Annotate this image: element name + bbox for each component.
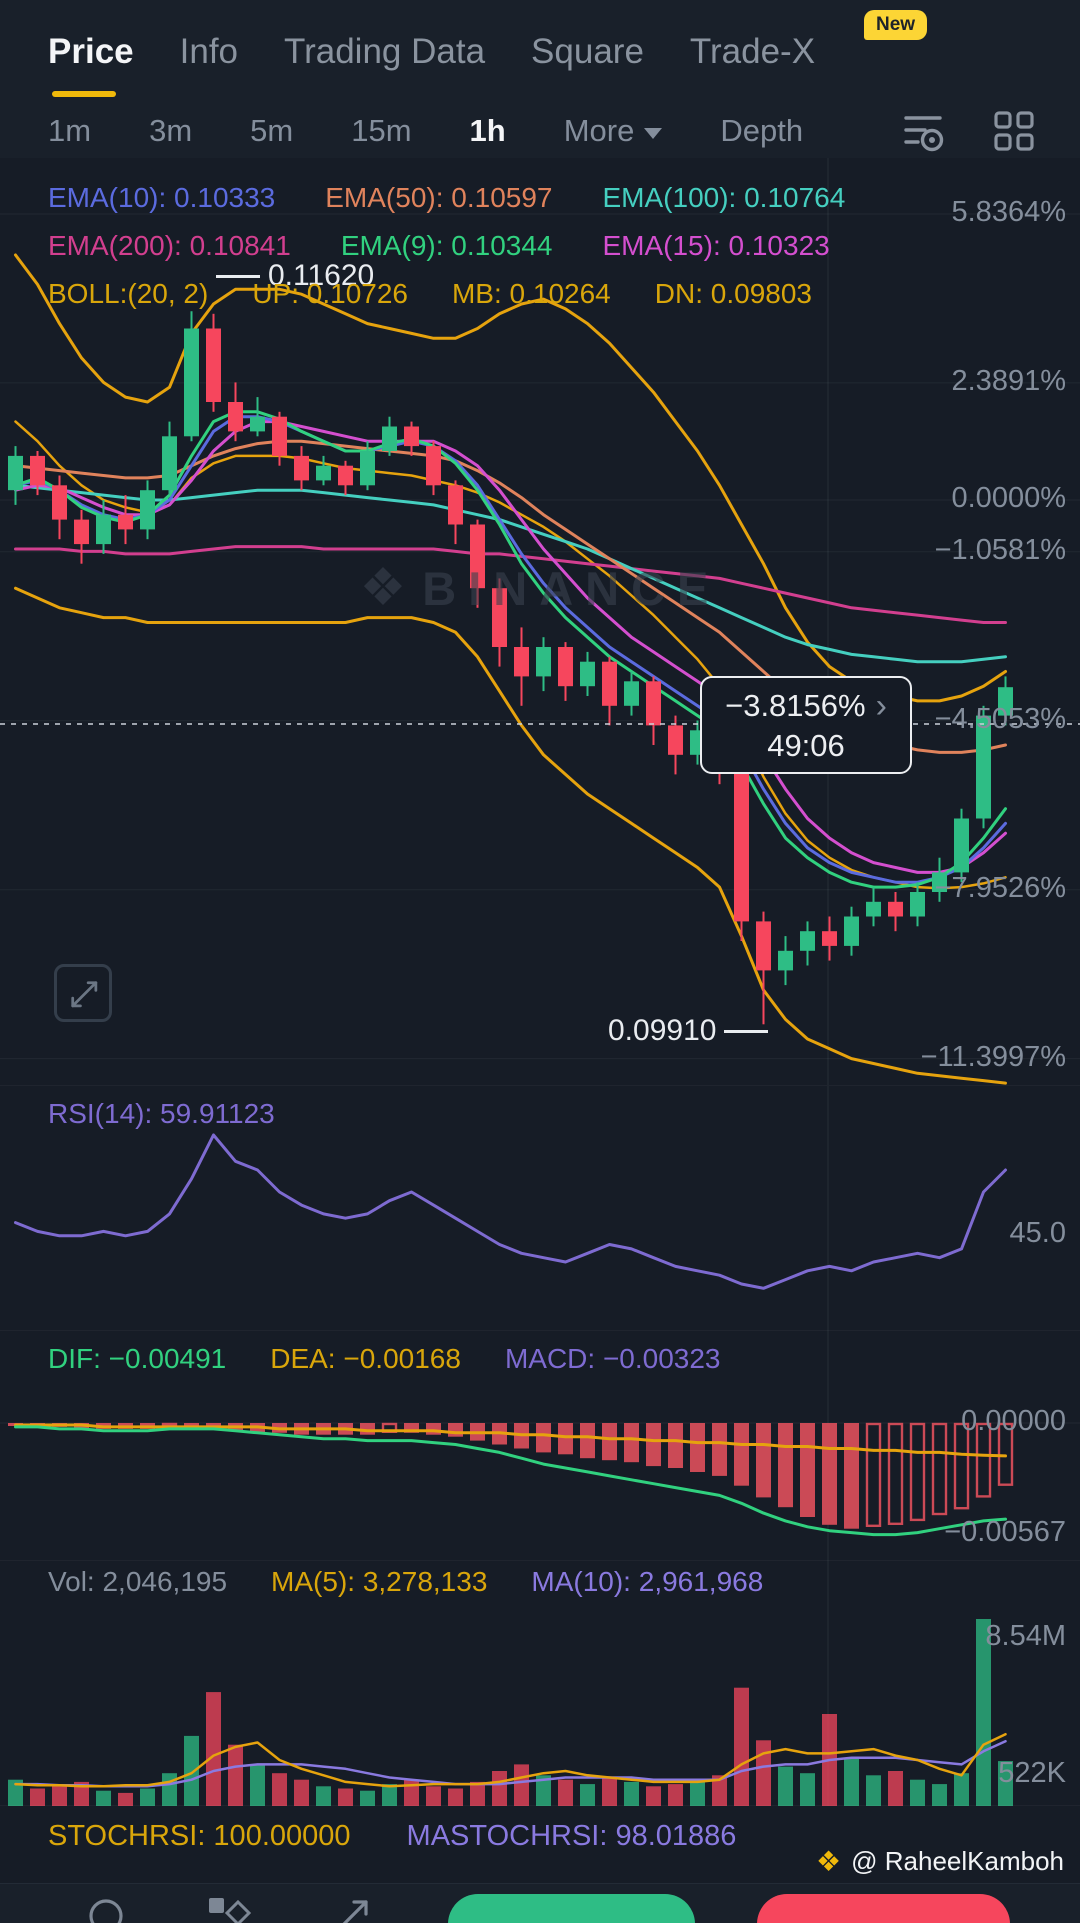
tab-trade-x[interactable]: Trade-X bbox=[690, 0, 815, 104]
price-change-tooltip: −3.8156% › 49:06 bbox=[700, 676, 912, 774]
tab-square[interactable]: Square bbox=[531, 0, 644, 104]
tab-info-label: Info bbox=[179, 32, 239, 71]
boll-dn-label: DN: 0.09803 bbox=[654, 278, 812, 309]
tab-price[interactable]: Price bbox=[48, 0, 134, 104]
volume-indicator-row[interactable]: Vol: 2,046,195 MA(5): 3,278,133 MA(10): … bbox=[48, 1566, 763, 1598]
macd-canvas bbox=[0, 1331, 1080, 1561]
top-nav: Price Info Trading Data Square Trade-X N… bbox=[0, 0, 1080, 104]
rsi-panel[interactable]: RSI(14): 59.91123 45.0 bbox=[0, 1085, 1080, 1331]
timeframe-bar: 1m 3m 5m 15m 1h More Depth bbox=[0, 104, 1080, 158]
dea-label: DEA: −0.00168 bbox=[270, 1343, 461, 1374]
more-dropdown[interactable]: More bbox=[564, 113, 663, 149]
macd-label: MACD: −0.00323 bbox=[504, 1343, 721, 1374]
low-price-tick bbox=[724, 1029, 769, 1033]
price-chart-panel[interactable]: ❖ BINANCE EMA(10): 0.10333 EMA(50): 0.10… bbox=[0, 158, 1080, 1085]
ema10-label: EMA(10): 0.10333 bbox=[48, 182, 276, 213]
binance-watermark-text: BINANCE bbox=[422, 561, 721, 615]
vol-ma5-label: MA(5): 3,278,133 bbox=[271, 1566, 488, 1597]
timeframe-1m[interactable]: 1m bbox=[48, 113, 92, 148]
candle-countdown: 49:06 bbox=[767, 727, 845, 763]
stochrsi-label: STOCHRSI: 100.00000 bbox=[48, 1820, 351, 1852]
binance-watermark: ❖ BINANCE bbox=[0, 558, 1080, 618]
fullscreen-button[interactable] bbox=[54, 964, 112, 1022]
volume-panel[interactable]: Vol: 2,046,195 MA(5): 3,278,133 MA(10): … bbox=[0, 1560, 1080, 1806]
tab-trade-x-label: Trade-X bbox=[689, 32, 816, 71]
timeframe-1h[interactable]: 1h bbox=[469, 113, 506, 148]
candlestick-canvas[interactable] bbox=[0, 158, 1080, 1085]
boll-up-label: UP: 0.10726 bbox=[252, 278, 408, 309]
chart-toolbar-icons bbox=[900, 109, 1036, 153]
binance-logo-icon: ❖ bbox=[359, 559, 407, 617]
indicator-settings-icon[interactable] bbox=[900, 109, 946, 153]
rsi-label: RSI(14): 59.91123 bbox=[48, 1098, 275, 1129]
rsi-canvas bbox=[14, 1086, 1007, 1331]
vol-label: Vol: 2,046,195 bbox=[48, 1566, 228, 1597]
mastochrsi-label: MASTOCHRSI: 98.01886 bbox=[406, 1820, 737, 1852]
tab-trading-data[interactable]: Trading Data bbox=[284, 0, 485, 104]
ema-indicator-row-1[interactable]: EMA(10): 0.10333 EMA(50): 0.10597 EMA(10… bbox=[48, 182, 845, 214]
user-watermark-text: @ RaheelKamboh bbox=[851, 1846, 1064, 1876]
bottom-toolbar bbox=[0, 1883, 1080, 1923]
ema9-label: EMA(9): 0.10344 bbox=[340, 230, 553, 261]
depth-tab[interactable]: Depth bbox=[720, 113, 804, 148]
layout-grid-icon[interactable] bbox=[992, 109, 1036, 153]
macd-zero-axis-label: 0.00000 bbox=[961, 1405, 1066, 1437]
timeframe-5m[interactable]: 5m bbox=[250, 113, 294, 148]
binance-diamond-icon: ❖ bbox=[816, 1846, 842, 1877]
boll-mb-label: MB: 0.10264 bbox=[451, 278, 611, 309]
chart-style-icon[interactable] bbox=[84, 1892, 128, 1923]
timeframe-3m[interactable]: 3m bbox=[149, 113, 193, 148]
more-label: More bbox=[563, 113, 635, 148]
chevron-right-icon: › bbox=[875, 686, 887, 725]
vol-ma10-label: MA(10): 2,961,968 bbox=[531, 1566, 764, 1597]
stochrsi-panel[interactable]: STOCHRSI: 100.00000 MASTOCHRSI: 98.01886 bbox=[0, 1805, 1080, 1883]
stochrsi-indicator-row[interactable]: STOCHRSI: 100.00000 MASTOCHRSI: 98.01886 bbox=[48, 1820, 736, 1853]
chevron-down-icon bbox=[644, 127, 663, 139]
ema100-label: EMA(100): 0.10764 bbox=[602, 182, 846, 213]
tab-info[interactable]: Info bbox=[180, 0, 238, 104]
change-percent: −3.8156% bbox=[725, 688, 866, 723]
compare-symbols-icon[interactable] bbox=[205, 1892, 253, 1923]
macd-panel[interactable]: DIF: −0.00491 DEA: −0.00168 MACD: −0.003… bbox=[0, 1330, 1080, 1561]
ema50-label: EMA(50): 0.10597 bbox=[325, 182, 553, 213]
high-price-tick bbox=[216, 274, 260, 278]
tab-trading-data-label: Trading Data bbox=[284, 32, 486, 71]
ema200-label: EMA(200): 0.10841 bbox=[48, 230, 291, 261]
boll-label: BOLL:(20, 2) bbox=[48, 278, 209, 309]
volume-canvas bbox=[8, 1561, 1013, 1806]
macd-min-axis-label: −0.00567 bbox=[944, 1516, 1066, 1548]
landscape-rotate-icon[interactable] bbox=[330, 1892, 374, 1923]
buy-button[interactable] bbox=[448, 1894, 695, 1923]
tab-square-label: Square bbox=[531, 32, 644, 71]
rsi-indicator-row[interactable]: RSI(14): 59.91123 bbox=[48, 1098, 275, 1130]
sell-button[interactable] bbox=[757, 1894, 1010, 1923]
active-tab-underline bbox=[52, 91, 116, 97]
new-badge: New bbox=[864, 10, 928, 40]
volume-max-axis-label: 8.54M bbox=[985, 1620, 1066, 1652]
volume-min-axis-label: 522K bbox=[998, 1757, 1066, 1789]
timeframe-15m[interactable]: 15m bbox=[351, 113, 412, 148]
user-watermark: ❖ @ RaheelKamboh bbox=[816, 1845, 1064, 1878]
low-price-label: 0.09910 bbox=[608, 1014, 769, 1048]
expand-arrows-icon bbox=[71, 981, 98, 1008]
ema-indicator-row-2[interactable]: EMA(200): 0.10841 EMA(9): 0.10344 EMA(15… bbox=[48, 230, 830, 262]
tab-price-label: Price bbox=[48, 32, 134, 71]
rsi-axis-label: 45.0 bbox=[1009, 1217, 1066, 1249]
boll-indicator-row[interactable]: BOLL:(20, 2) UP: 0.10726 MB: 0.10264 DN:… bbox=[48, 278, 812, 310]
ema15-label: EMA(15): 0.10323 bbox=[602, 230, 830, 261]
eye-dot bbox=[929, 137, 935, 143]
dif-label: DIF: −0.00491 bbox=[48, 1343, 227, 1374]
macd-indicator-row[interactable]: DIF: −0.00491 DEA: −0.00168 MACD: −0.003… bbox=[48, 1343, 721, 1375]
high-price-label: 0.11620 bbox=[216, 259, 374, 293]
